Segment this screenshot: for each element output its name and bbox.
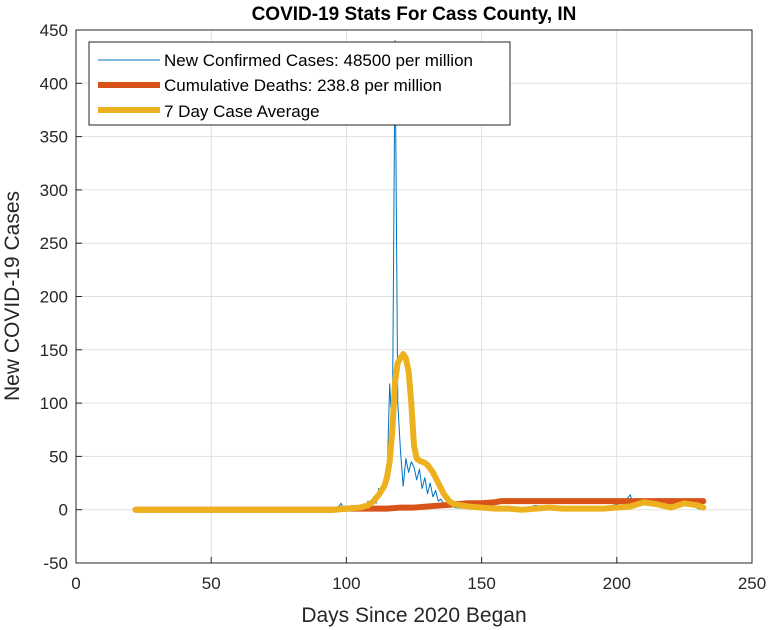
x-tick-label: 150 <box>467 574 495 593</box>
y-tick-label: -50 <box>43 554 68 573</box>
y-tick-label: 450 <box>40 21 68 40</box>
y-axis-label: New COVID-19 Cases <box>1 191 24 401</box>
x-axis-label: Days Since 2020 Began <box>301 604 526 627</box>
x-tick-label: 0 <box>71 574 80 593</box>
legend: New Confirmed Cases: 48500 per million C… <box>88 41 511 126</box>
x-tick-label: 200 <box>603 574 631 593</box>
x-tick-label: 100 <box>332 574 360 593</box>
x-tick-label: 50 <box>202 574 221 593</box>
series-layer <box>132 40 707 513</box>
y-tick-label: 50 <box>49 447 68 466</box>
legend-label-new-cases: New Confirmed Cases: 48500 per million <box>164 51 473 70</box>
x-tick-label: 250 <box>738 574 766 593</box>
y-tick-label: 200 <box>40 288 68 307</box>
y-tick-label: 350 <box>40 128 68 147</box>
y-tick-label: 100 <box>40 394 68 413</box>
chart-title: COVID-19 Stats For Cass County, IN <box>252 4 577 25</box>
series-line-7-day-average <box>132 351 707 513</box>
y-tick-label: 300 <box>40 181 68 200</box>
series-line-cumulative-deaths <box>132 498 707 513</box>
legend-label-deaths: Cumulative Deaths: 238.8 per million <box>164 76 442 95</box>
y-tick-label: 0 <box>59 501 68 520</box>
ticks: 0 50 100 150 200 250-500501001502002503003504… <box>40 21 767 593</box>
y-tick-label: 400 <box>40 74 68 93</box>
legend-label-avg: 7 Day Case Average <box>164 102 320 121</box>
y-tick-label: 250 <box>40 234 68 253</box>
y-tick-label: 150 <box>40 341 68 360</box>
